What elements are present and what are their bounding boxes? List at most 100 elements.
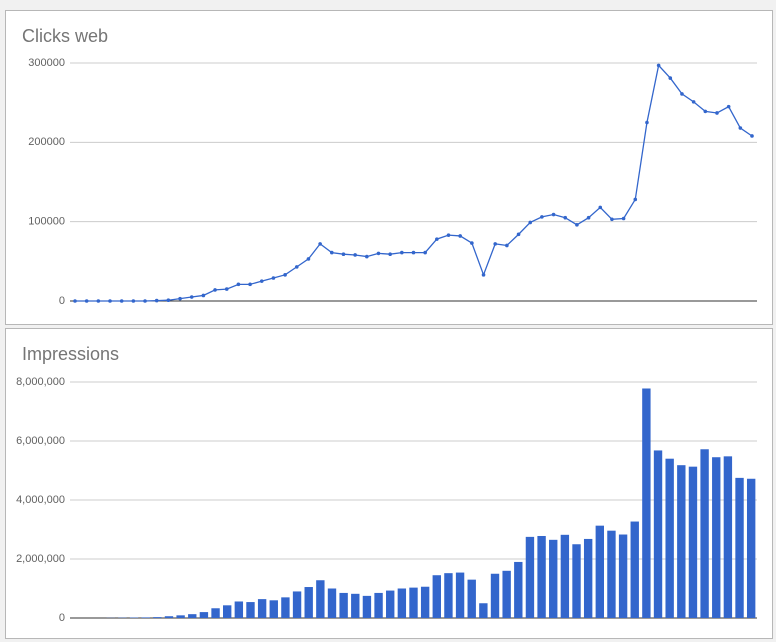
bar xyxy=(432,575,441,618)
point xyxy=(388,252,392,256)
bar xyxy=(211,608,220,618)
bar xyxy=(735,477,744,618)
bar xyxy=(514,561,523,618)
bar xyxy=(723,456,733,618)
bar xyxy=(525,536,535,618)
point xyxy=(750,134,754,138)
point xyxy=(213,288,217,292)
bar xyxy=(316,580,325,618)
bar xyxy=(420,586,430,618)
point xyxy=(178,296,182,301)
bar xyxy=(362,595,372,618)
bar xyxy=(467,579,476,618)
bar xyxy=(455,572,465,618)
point xyxy=(458,234,462,238)
point xyxy=(119,299,124,303)
point xyxy=(201,293,206,298)
bar xyxy=(502,570,511,618)
point xyxy=(294,265,299,269)
bar xyxy=(292,591,302,618)
y-tick-label: 6,000,000 xyxy=(16,435,65,447)
point xyxy=(668,76,673,80)
point xyxy=(189,295,194,299)
bar xyxy=(688,466,698,618)
bar xyxy=(246,602,255,618)
bar xyxy=(397,588,407,618)
bar xyxy=(595,525,604,618)
point xyxy=(248,282,252,287)
point xyxy=(283,273,287,277)
point xyxy=(224,287,229,291)
bar xyxy=(700,449,709,618)
point xyxy=(621,216,626,221)
y-tick-label: 300000 xyxy=(28,57,65,69)
bar xyxy=(386,590,395,618)
point xyxy=(259,279,264,283)
point xyxy=(493,242,498,246)
point xyxy=(166,298,171,303)
point xyxy=(680,92,684,96)
point xyxy=(108,299,112,303)
y-tick-label: 2,000,000 xyxy=(16,553,65,565)
bar xyxy=(409,587,418,618)
point xyxy=(551,212,556,217)
bar xyxy=(351,593,360,618)
point xyxy=(528,220,533,225)
bar xyxy=(479,603,488,618)
point xyxy=(376,251,381,256)
point xyxy=(563,215,568,220)
bar xyxy=(583,538,593,618)
point xyxy=(470,241,474,245)
point xyxy=(306,257,311,261)
point xyxy=(318,242,322,246)
chart-title: Impressions xyxy=(22,344,119,364)
bar xyxy=(176,615,185,618)
bar xyxy=(339,592,348,618)
bar xyxy=(537,535,546,618)
point xyxy=(154,298,159,303)
point xyxy=(423,250,427,255)
bar xyxy=(549,539,558,618)
bar xyxy=(164,616,174,618)
bar xyxy=(746,478,756,618)
point xyxy=(353,253,357,257)
point xyxy=(540,215,544,219)
point xyxy=(633,197,638,202)
bar xyxy=(653,450,663,618)
bar xyxy=(223,605,232,618)
point xyxy=(575,223,579,227)
y-tick-label: 0 xyxy=(59,295,65,307)
y-tick-label: 0 xyxy=(59,612,65,624)
bar xyxy=(618,534,628,618)
bar xyxy=(490,573,500,618)
y-tick-label: 4,000,000 xyxy=(16,494,65,506)
bar xyxy=(141,617,150,618)
bar xyxy=(269,600,278,618)
bar xyxy=(630,521,639,618)
bar xyxy=(607,530,616,618)
point xyxy=(481,273,486,277)
point xyxy=(738,126,743,130)
point xyxy=(236,282,241,287)
point xyxy=(645,120,649,125)
bar xyxy=(374,592,383,618)
point xyxy=(271,276,276,280)
point xyxy=(598,205,603,210)
point xyxy=(411,250,416,255)
point xyxy=(365,254,369,259)
bar xyxy=(199,612,209,618)
point xyxy=(516,232,521,237)
bar xyxy=(712,457,721,618)
bar xyxy=(153,617,162,618)
chart-box xyxy=(5,10,773,325)
point xyxy=(435,237,439,241)
point xyxy=(446,233,451,237)
point xyxy=(143,299,147,303)
y-tick-label: 200000 xyxy=(28,136,65,148)
point xyxy=(656,63,661,68)
point xyxy=(715,111,719,115)
bar xyxy=(327,588,337,618)
bar xyxy=(234,601,244,618)
point xyxy=(726,104,731,109)
chart-title: Clicks web xyxy=(22,26,108,46)
